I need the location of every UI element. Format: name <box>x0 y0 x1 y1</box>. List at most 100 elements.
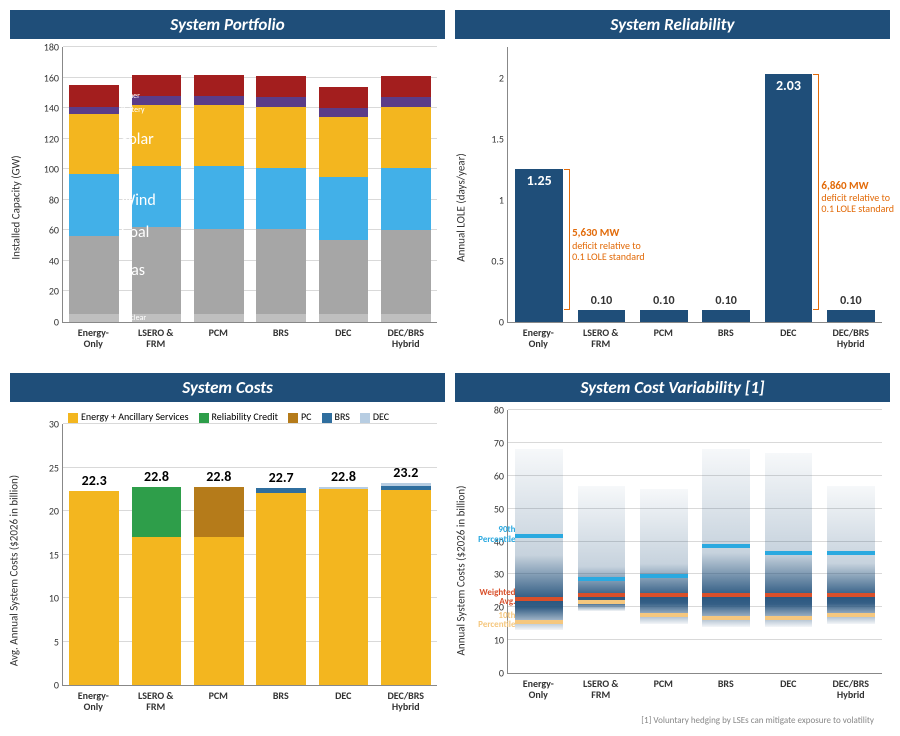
bar-segment <box>319 240 369 315</box>
bar-value-label: 0.10 <box>570 294 632 310</box>
bar-fill <box>702 310 749 322</box>
title-reliability: System Reliability <box>455 10 890 39</box>
x-axis-label: Energy-Only <box>507 676 570 714</box>
chart-variability: Annual System Costs ($2026 in billion) 0… <box>455 402 890 726</box>
bar: 22.7 <box>250 424 312 685</box>
bar-segment <box>69 236 119 314</box>
bar-segment <box>194 166 244 229</box>
distribution-column: 90thPercentileWeightedAvg.10thPercentile <box>508 410 570 673</box>
x-axis-label: DEC/BRSHybrid <box>375 325 438 363</box>
distribution-column <box>695 410 757 673</box>
x-axis-label: DEC <box>312 325 375 363</box>
bar: 23.2 <box>375 424 437 685</box>
x-axis-label: DEC/BRSHybrid <box>820 325 883 363</box>
deficit-bracket <box>564 169 570 310</box>
bar: 2.036,860 MWdeficit relative to 0.1 LOLE… <box>757 47 819 322</box>
bar-segment <box>381 97 431 106</box>
y-axis-tick: 20 <box>49 505 63 518</box>
bar-fill <box>765 74 812 322</box>
bar-segment <box>256 76 306 97</box>
marker-p90 <box>702 544 749 548</box>
bar-value-label: 22.8 <box>125 468 187 487</box>
bar-segment <box>319 487 369 490</box>
stack-legend-label: Other <box>121 91 140 101</box>
bar <box>250 47 312 322</box>
bar-segment <box>381 314 431 322</box>
legend-item: PC <box>288 410 312 423</box>
bar <box>125 47 187 322</box>
bar-segment <box>319 117 369 177</box>
y-axis-tick: 70 <box>494 436 508 449</box>
marker-avg <box>702 593 749 597</box>
distribution-band <box>515 449 562 630</box>
marker-p90 <box>640 574 687 578</box>
y-axis-tick: 50 <box>494 502 508 515</box>
bar-segment <box>69 174 119 237</box>
x-axis-label: Energy-Only <box>507 325 570 363</box>
legend-item: Energy + Ancillary Services <box>68 410 189 423</box>
x-axis-label: Energy-Only <box>62 325 125 363</box>
bar-segment <box>194 75 244 96</box>
bar: 0.10 <box>695 47 757 322</box>
bar-segment <box>256 488 306 493</box>
marker-label-p90: 90thPercentile <box>467 525 515 544</box>
y-axis-tick: 25 <box>49 461 63 474</box>
title-portfolio: System Portfolio <box>10 10 445 39</box>
bar-segment <box>381 76 431 97</box>
legend-item: BRS <box>322 410 350 423</box>
marker-avg <box>827 593 874 597</box>
distribution-band <box>640 489 687 624</box>
bar <box>188 47 250 322</box>
y-axis-tick: 140 <box>44 102 63 115</box>
bar-segment <box>381 107 431 168</box>
marker-label-avg: WeightedAvg. <box>467 588 515 607</box>
y-axis-tick: 120 <box>44 132 63 145</box>
panel-reliability: System Reliability Annual LOLE (days/yea… <box>455 10 890 363</box>
stack-legend-label: Coal+Gas <box>121 223 149 280</box>
marker-avg <box>640 593 687 597</box>
bar-segment <box>319 87 369 108</box>
bar-segment <box>256 168 306 229</box>
marker-p10 <box>578 600 625 604</box>
y-axis-tick: 1 <box>499 193 508 206</box>
bar-segment <box>256 314 306 322</box>
marker-p10 <box>515 620 562 624</box>
chart-portfolio: Installed Capacity (GW) 0204060801001201… <box>10 39 445 363</box>
y-axis-tick: 60 <box>49 224 63 237</box>
bar: 0.10 <box>820 47 882 322</box>
x-axis-label: DEC/BRSHybrid <box>375 688 438 726</box>
bar-value-label: 2.03 <box>757 77 819 94</box>
bar-segment <box>194 314 244 322</box>
y-axis-tick: 100 <box>44 163 63 176</box>
x-axis-label: DEC <box>312 688 375 726</box>
x-axis-label: DEC <box>757 325 820 363</box>
x-axis-label: DEC <box>757 676 820 714</box>
distribution-column <box>757 410 819 673</box>
x-axis-label: BRS <box>695 325 758 363</box>
marker-p10 <box>827 613 874 617</box>
y-axis-tick: 80 <box>49 193 63 206</box>
bar-value-label: 22.3 <box>63 472 125 491</box>
marker-p10 <box>702 616 749 620</box>
y-axis-tick: 10 <box>494 634 508 647</box>
bar-segment <box>319 108 369 117</box>
y-axis-tick: 5 <box>54 635 63 648</box>
bar-segment <box>194 105 244 166</box>
x-axis-label: DEC/BRSHybrid <box>820 676 883 714</box>
bar: 22.8 <box>188 424 250 685</box>
x-axis-label: BRS <box>250 325 313 363</box>
bar-value-label: 0.10 <box>820 294 882 310</box>
bar-segment <box>381 490 431 685</box>
stack-legend-label: Nuclear <box>121 313 146 323</box>
chart-reliability: Annual LOLE (days/year) 00.511.521.255,6… <box>455 39 890 363</box>
legend-costs: Energy + Ancillary ServicesReliability C… <box>16 408 439 423</box>
bar-value-label: 23.2 <box>375 464 437 483</box>
bar: 22.8 <box>125 424 187 685</box>
y-axis-tick: 180 <box>44 41 63 54</box>
bar-segment <box>381 483 431 486</box>
panel-costs: System Costs Energy + Ancillary Services… <box>10 373 445 726</box>
bar: 1.255,630 MWdeficit relative to 0.1 LOLE… <box>508 47 570 322</box>
bar-segment <box>69 107 119 115</box>
legend-item: DEC <box>360 410 389 423</box>
bar: 0.10 <box>570 47 632 322</box>
